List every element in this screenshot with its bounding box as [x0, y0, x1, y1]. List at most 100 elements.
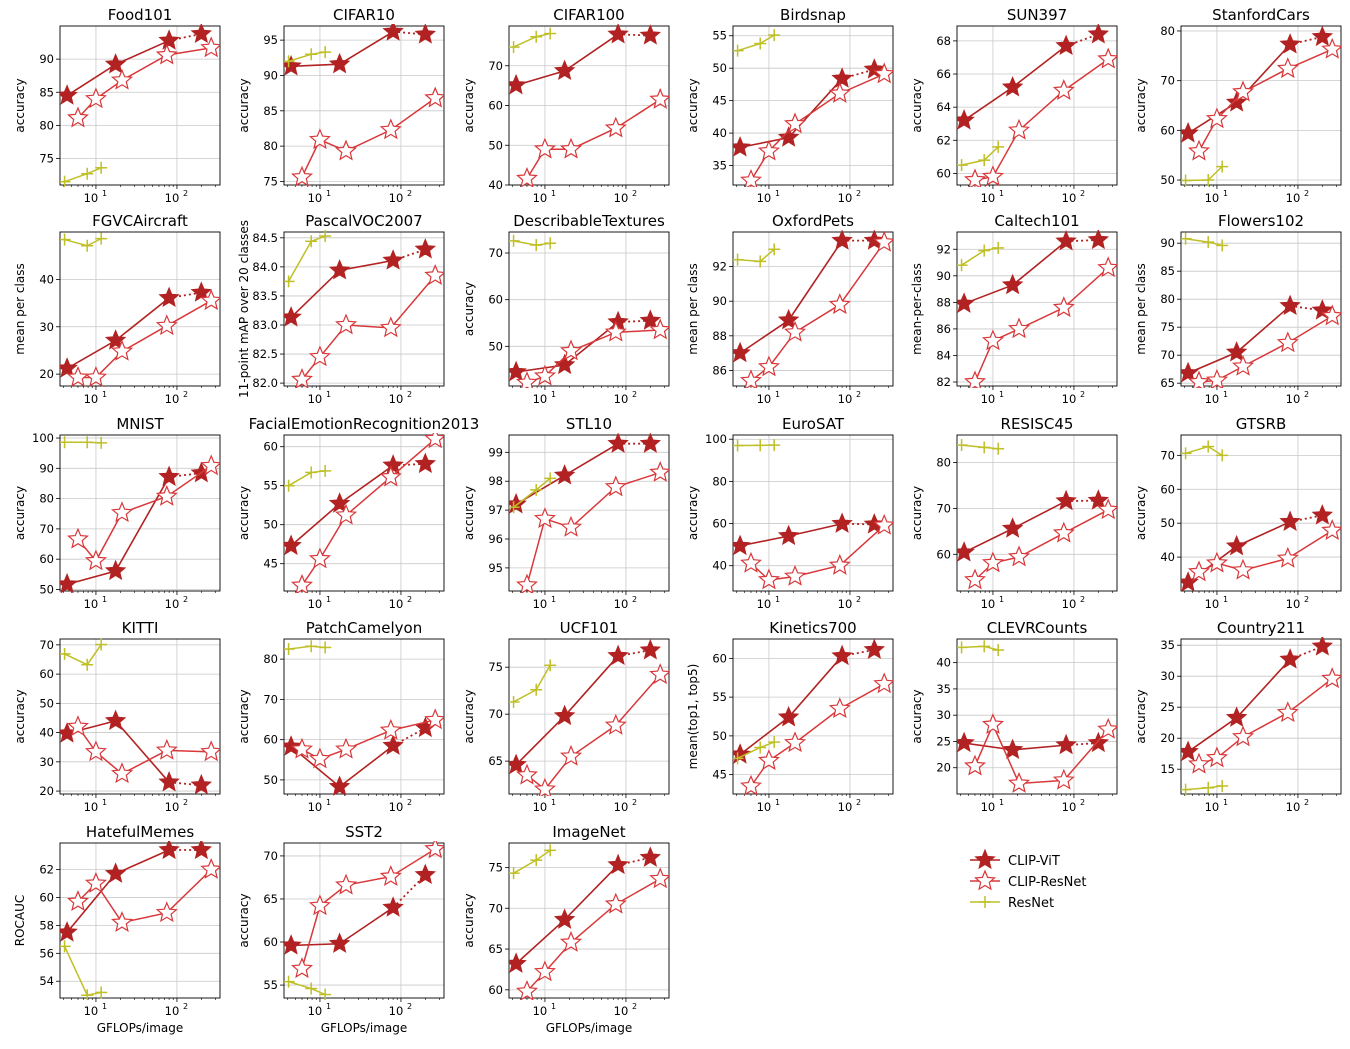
y-tick-label: 20: [936, 761, 951, 775]
clip-resnet-point: [981, 551, 1005, 573]
clip-vit-point: [733, 341, 751, 363]
subplot-title: Flowers102: [1218, 212, 1304, 230]
y-tick-label: 45: [712, 94, 727, 108]
clip-vit-point: [777, 308, 800, 330]
axes-frame: [283, 25, 445, 186]
y-tick-label: 75: [488, 660, 503, 674]
axes-frame: [956, 25, 1118, 186]
x-tick-exponent: 2: [1304, 390, 1309, 399]
y-tick-label: 40: [488, 178, 503, 192]
x-axis-label: GFLOPs/image: [97, 1021, 184, 1035]
clip-vit-point: [104, 709, 127, 731]
x-tick-label: 10: [389, 597, 404, 611]
subplot-title: STL10: [566, 415, 612, 433]
resnet-point: [81, 239, 94, 252]
clip-resnet-point: [291, 957, 313, 979]
clip-resnet-point: [649, 461, 669, 482]
series-layer: [957, 439, 1117, 590]
resnet-point: [768, 29, 781, 42]
x-tick-label: 10: [84, 800, 99, 814]
subplot-title: Food101: [108, 6, 173, 24]
y-tick-label: 30: [1160, 669, 1175, 683]
x-tick-label: 10: [84, 597, 99, 611]
y-tick-label: 85: [39, 85, 54, 99]
y-tick-label: 40: [1160, 550, 1175, 564]
clip-resnet-line: [1198, 315, 1333, 383]
clip-vit-point: [60, 84, 78, 105]
y-tick-label: 86: [712, 363, 727, 377]
resnet-point: [733, 44, 744, 57]
subplot-title: SUN397: [1007, 6, 1067, 24]
clip-resnet-point: [1052, 768, 1075, 790]
resnet-point: [305, 235, 318, 248]
clip-resnet-point: [559, 339, 583, 361]
x-tick-exponent: 1: [326, 189, 331, 198]
clip-vit-point: [509, 360, 527, 382]
y-axis-label: mean per class: [686, 263, 700, 354]
clip-resnet-point: [981, 713, 1005, 734]
clip-vit-point: [1225, 91, 1248, 112]
y-tick-label: 60: [1160, 482, 1175, 496]
resnet-point: [544, 659, 557, 672]
x-tick-exponent: 1: [999, 189, 1004, 198]
clip-resnet-point: [740, 168, 762, 187]
clip-resnet-point: [308, 128, 331, 150]
clip-vit-point: [831, 67, 853, 88]
resnet-point: [509, 867, 520, 880]
clip-vit-point: [284, 55, 302, 76]
y-tick-label: 80: [1160, 292, 1175, 306]
x-tick-exponent: 2: [183, 1002, 188, 1011]
series-layer: [509, 639, 669, 796]
x-tick-exponent: 2: [407, 595, 412, 604]
resnet-point: [544, 472, 557, 485]
y-tick-label: 82.0: [252, 376, 278, 390]
clip-resnet-line: [77, 465, 212, 563]
clip-resnet-point: [649, 867, 669, 889]
clip-resnet-point: [379, 718, 402, 740]
x-tick-exponent: 1: [551, 798, 556, 807]
y-tick-label: 60: [39, 667, 54, 681]
resnet-point: [1216, 449, 1229, 462]
clip-resnet-point: [559, 744, 583, 766]
x-tick-exponent: 1: [1223, 798, 1228, 807]
clip-vit-point: [1311, 25, 1334, 47]
x-tick-label: 10: [308, 191, 323, 205]
clip-vit-point: [328, 52, 351, 74]
y-axis-label: accuracy: [237, 78, 251, 132]
subplot-title: CIFAR10: [333, 6, 395, 24]
clip-vit-point: [382, 734, 404, 755]
y-axis-label: mean per class: [13, 263, 27, 354]
clip-resnet-point: [1231, 558, 1255, 580]
subplot-title: CIFAR100: [553, 6, 624, 24]
y-tick-label: 88: [712, 329, 727, 343]
clip-vit-point: [190, 773, 213, 795]
clip-resnet-line: [750, 683, 885, 787]
y-tick-label: 92: [936, 242, 951, 256]
clip-vit-point: [831, 512, 853, 533]
y-tick-label: 85: [263, 104, 278, 118]
series-layer: [733, 638, 893, 796]
resnet-point: [978, 640, 991, 653]
x-tick-label: 10: [533, 191, 548, 205]
x-tick-exponent: 2: [632, 595, 637, 604]
resnet-point: [1202, 174, 1215, 187]
clip-resnet-point: [67, 715, 89, 737]
y-tick-label: 68: [936, 34, 951, 48]
y-tick-label: 70: [39, 522, 54, 536]
legend-label: ResNet: [1008, 896, 1054, 911]
y-axis-label: accuracy: [462, 893, 476, 947]
clip-resnet-point: [379, 465, 402, 487]
clip-resnet-point: [1276, 546, 1299, 568]
clip-vit-point: [1087, 230, 1110, 250]
clip-vit-point: [1055, 34, 1077, 56]
clip-resnet-point: [110, 762, 134, 784]
x-tick-exponent: 2: [407, 798, 412, 807]
y-tick-label: 60: [263, 733, 278, 747]
x-tick-exponent: 1: [775, 798, 780, 807]
axes-frame: [283, 638, 445, 795]
clip-vit-point: [509, 73, 527, 95]
